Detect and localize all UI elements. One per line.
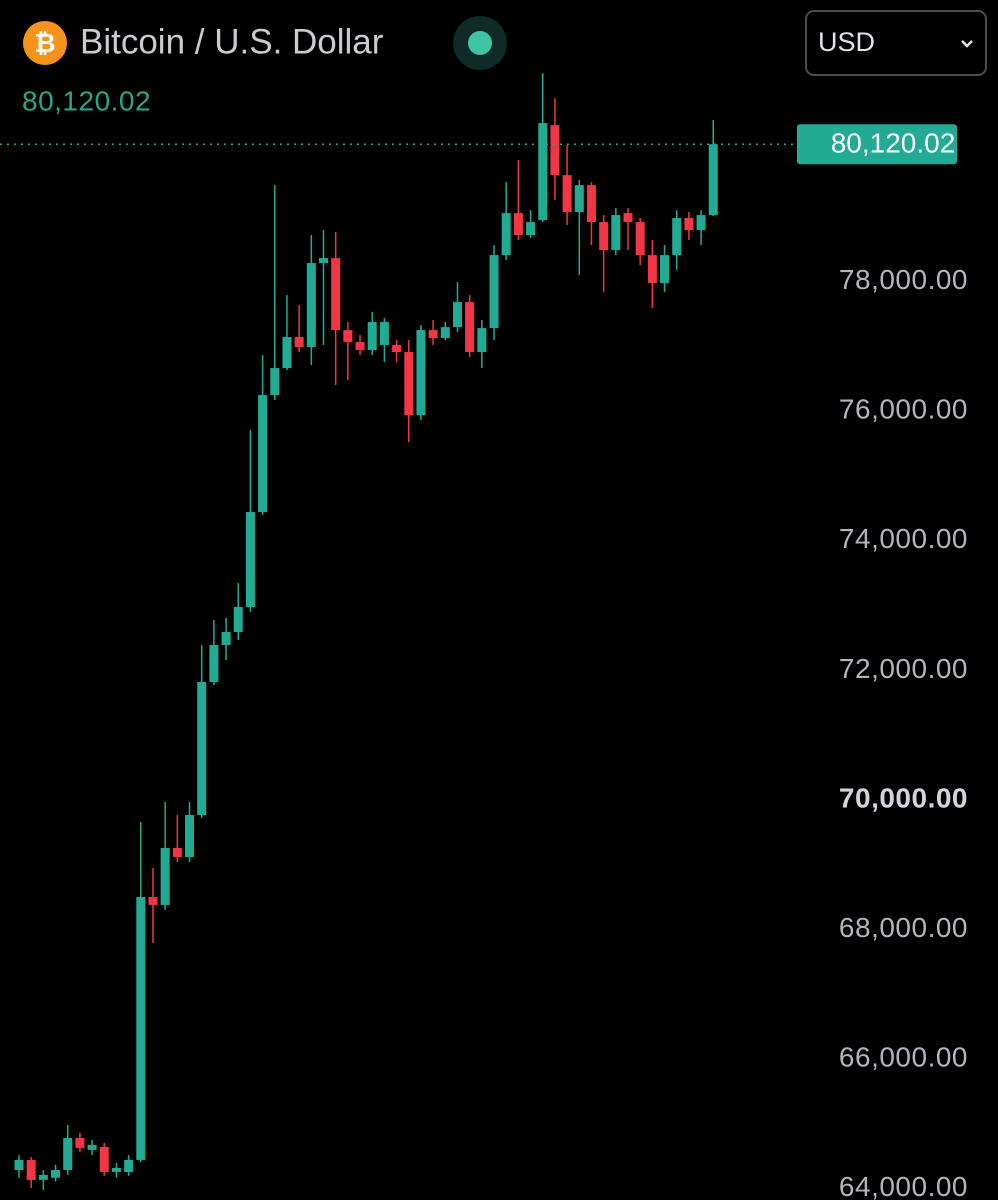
candle-body <box>258 395 268 513</box>
candle-body <box>392 345 402 353</box>
currency-box[interactable] <box>805 10 987 76</box>
candle-body <box>185 814 195 858</box>
candle-body <box>38 1174 48 1180</box>
candle-body <box>124 1159 134 1172</box>
candle-body <box>331 258 341 331</box>
candle-body <box>623 213 633 223</box>
last-price-badge <box>797 124 957 165</box>
candle-body <box>306 263 316 348</box>
candle-body <box>355 342 365 351</box>
candle-body <box>477 328 487 353</box>
candle-body <box>221 632 231 646</box>
candle-body <box>513 213 523 236</box>
candle-body <box>111 1167 121 1172</box>
candle-body <box>501 213 511 256</box>
candle-body <box>660 255 670 284</box>
candle-body <box>538 123 548 221</box>
currency-label[interactable]: USD <box>818 27 875 57</box>
y-axis: 64,000.00 66,000.00 68,000.00 70,000.00 72,0… <box>839 264 968 1200</box>
chevron[interactable] <box>961 40 973 48</box>
candle-body <box>550 125 560 176</box>
coin-icon <box>23 21 67 65</box>
candle-body <box>172 848 182 858</box>
candle-body <box>489 255 499 329</box>
candle-body <box>209 645 219 683</box>
candle-body <box>233 607 243 633</box>
y-tick-label: 68,000.00 <box>839 912 968 943</box>
candle-body <box>404 352 414 416</box>
y-tick-label: 66,000.00 <box>839 1042 968 1073</box>
candle-body <box>635 222 645 256</box>
candle-body <box>51 1169 61 1178</box>
candle-body <box>343 330 353 343</box>
y-tick-label: 70,000.00 <box>839 782 968 813</box>
candle-body <box>526 222 536 236</box>
candles <box>14 73 718 1190</box>
candle-body <box>611 215 621 251</box>
candle-body <box>245 512 255 608</box>
candle-body <box>574 185 584 213</box>
candle-body <box>599 222 609 251</box>
y-tick-label: 78,000.00 <box>839 264 968 295</box>
candle-body <box>379 322 389 346</box>
chart-title: Bitcoin / U.S. Dollar <box>80 22 384 61</box>
candle-body <box>647 255 657 284</box>
candle-body <box>428 330 438 339</box>
coin-symbol: ₿ <box>34 28 55 58</box>
candle-body <box>465 302 475 353</box>
candle-body <box>148 897 158 905</box>
candle-body <box>562 175 572 213</box>
candle-body <box>416 330 426 416</box>
candle-body <box>87 1144 97 1150</box>
candle-body <box>197 682 207 815</box>
y-tick-label: 76,000.00 <box>839 394 968 425</box>
candle-body <box>672 218 682 256</box>
header-price: 80,120.02 <box>22 85 151 116</box>
y-tick-label: 72,000.00 <box>839 653 968 684</box>
candle-body <box>586 185 596 223</box>
candle-body <box>160 848 170 905</box>
candle-body <box>14 1159 24 1170</box>
candle-body <box>75 1137 85 1148</box>
y-tick-label: 74,000.00 <box>839 523 968 554</box>
candle-body <box>63 1137 73 1170</box>
status-dot <box>468 31 492 55</box>
candle-body <box>367 322 377 351</box>
candle-body <box>99 1146 109 1172</box>
candle-body <box>696 215 706 231</box>
candle-body <box>270 368 280 396</box>
candle-body <box>440 327 450 339</box>
candle-body <box>684 218 694 231</box>
y-tick-label: 64,000.00 <box>839 1171 968 1200</box>
candle-body <box>708 144 718 216</box>
candle-body <box>26 1159 36 1180</box>
last-price-label: 80,120.02 <box>831 128 956 159</box>
candle-body <box>136 897 146 1160</box>
candle-body <box>319 258 328 264</box>
currency-select[interactable]: USD <box>805 10 987 76</box>
candle-body <box>282 337 292 369</box>
candle-body <box>294 337 304 348</box>
candle-body <box>452 302 462 328</box>
